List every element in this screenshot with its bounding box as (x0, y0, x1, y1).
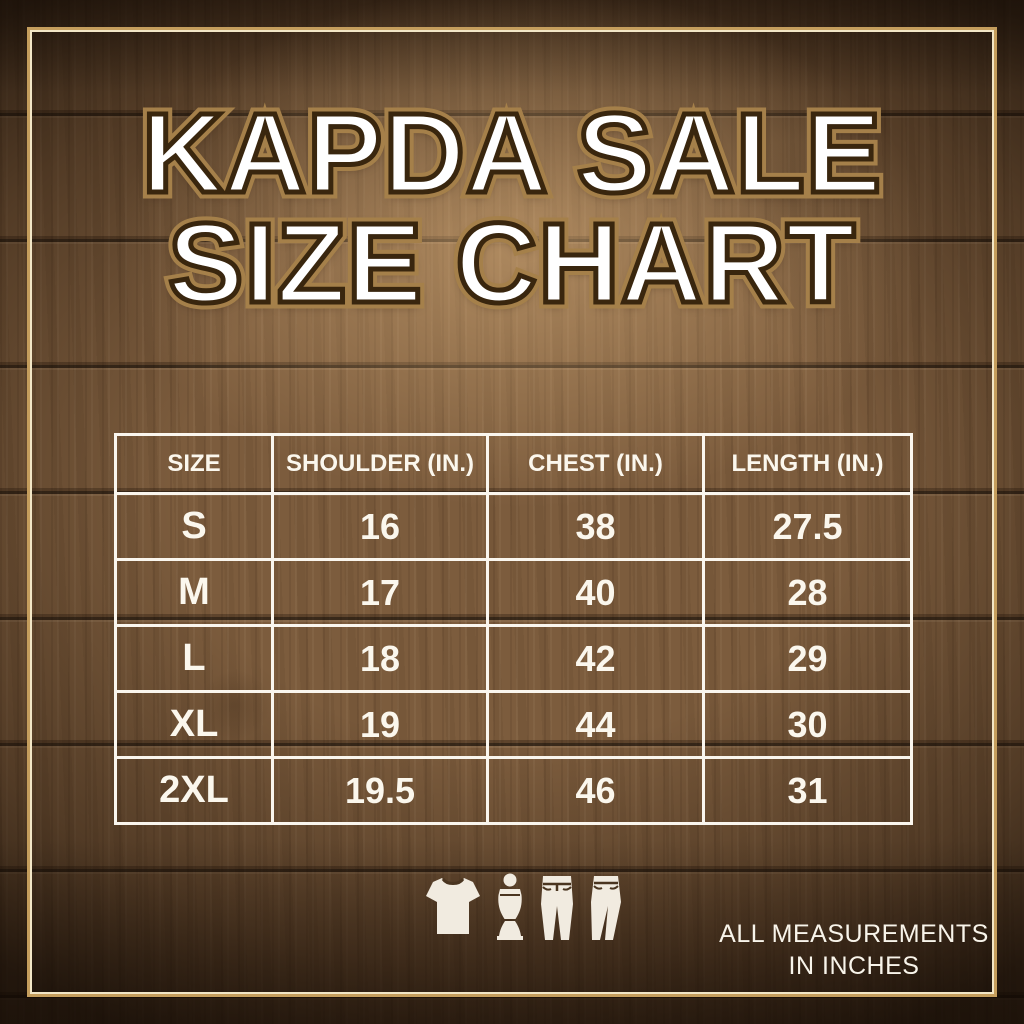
cell-shoulder: 19.5 (271, 756, 489, 825)
cell-length: 28 (702, 558, 913, 627)
page-title-halo: KAPDA SALE SIZE CHART (135, 90, 887, 326)
cell-size: XL (114, 690, 274, 759)
cell-chest: 46 (486, 756, 705, 825)
cell-length: 30 (702, 690, 913, 759)
cell-length: 27.5 (702, 492, 913, 561)
cell-chest: 40 (486, 558, 705, 627)
table-row-m: M 17 40 28 (114, 558, 913, 627)
header-shoulder: SHOULDER (IN.) (271, 433, 489, 495)
cell-length: 31 (702, 756, 913, 825)
header-chest: CHEST (IN.) (486, 433, 705, 495)
table-row-l: L 18 42 29 (114, 624, 913, 693)
table-header-row: SIZE SHOULDER (IN.) CHEST (IN.) LENGTH (… (114, 433, 913, 495)
dress-form-icon (493, 872, 527, 944)
table-row-s: S 16 38 27.5 (114, 492, 913, 561)
cell-chest: 38 (486, 492, 705, 561)
measurements-note: ALL MEASUREMENTS IN INCHES (719, 920, 989, 980)
cell-shoulder: 17 (271, 558, 489, 627)
table-row-xl: XL 19 44 30 (114, 690, 913, 759)
tshirt-icon (424, 872, 482, 944)
cell-chest: 42 (486, 624, 705, 693)
header-size: SIZE (114, 433, 274, 495)
cell-shoulder: 19 (271, 690, 489, 759)
pants-front-icon (538, 872, 576, 944)
cell-shoulder: 18 (271, 624, 489, 693)
clothing-icons (424, 872, 625, 944)
cell-length: 29 (702, 624, 913, 693)
cell-size: 2XL (114, 756, 274, 825)
cell-size: S (114, 492, 274, 561)
page-title-text: KAPDA SALE SIZE CHART (139, 90, 883, 326)
cell-chest: 44 (486, 690, 705, 759)
size-chart-table: SIZE SHOULDER (IN.) CHEST (IN.) LENGTH (… (114, 433, 913, 825)
table-row-2xl: 2XL 19.5 46 31 (114, 756, 913, 825)
cell-shoulder: 16 (271, 492, 489, 561)
header-length: LENGTH (IN.) (702, 433, 913, 495)
trousers-side-icon (587, 872, 625, 944)
cell-size: M (114, 558, 274, 627)
cell-size: L (114, 624, 274, 693)
